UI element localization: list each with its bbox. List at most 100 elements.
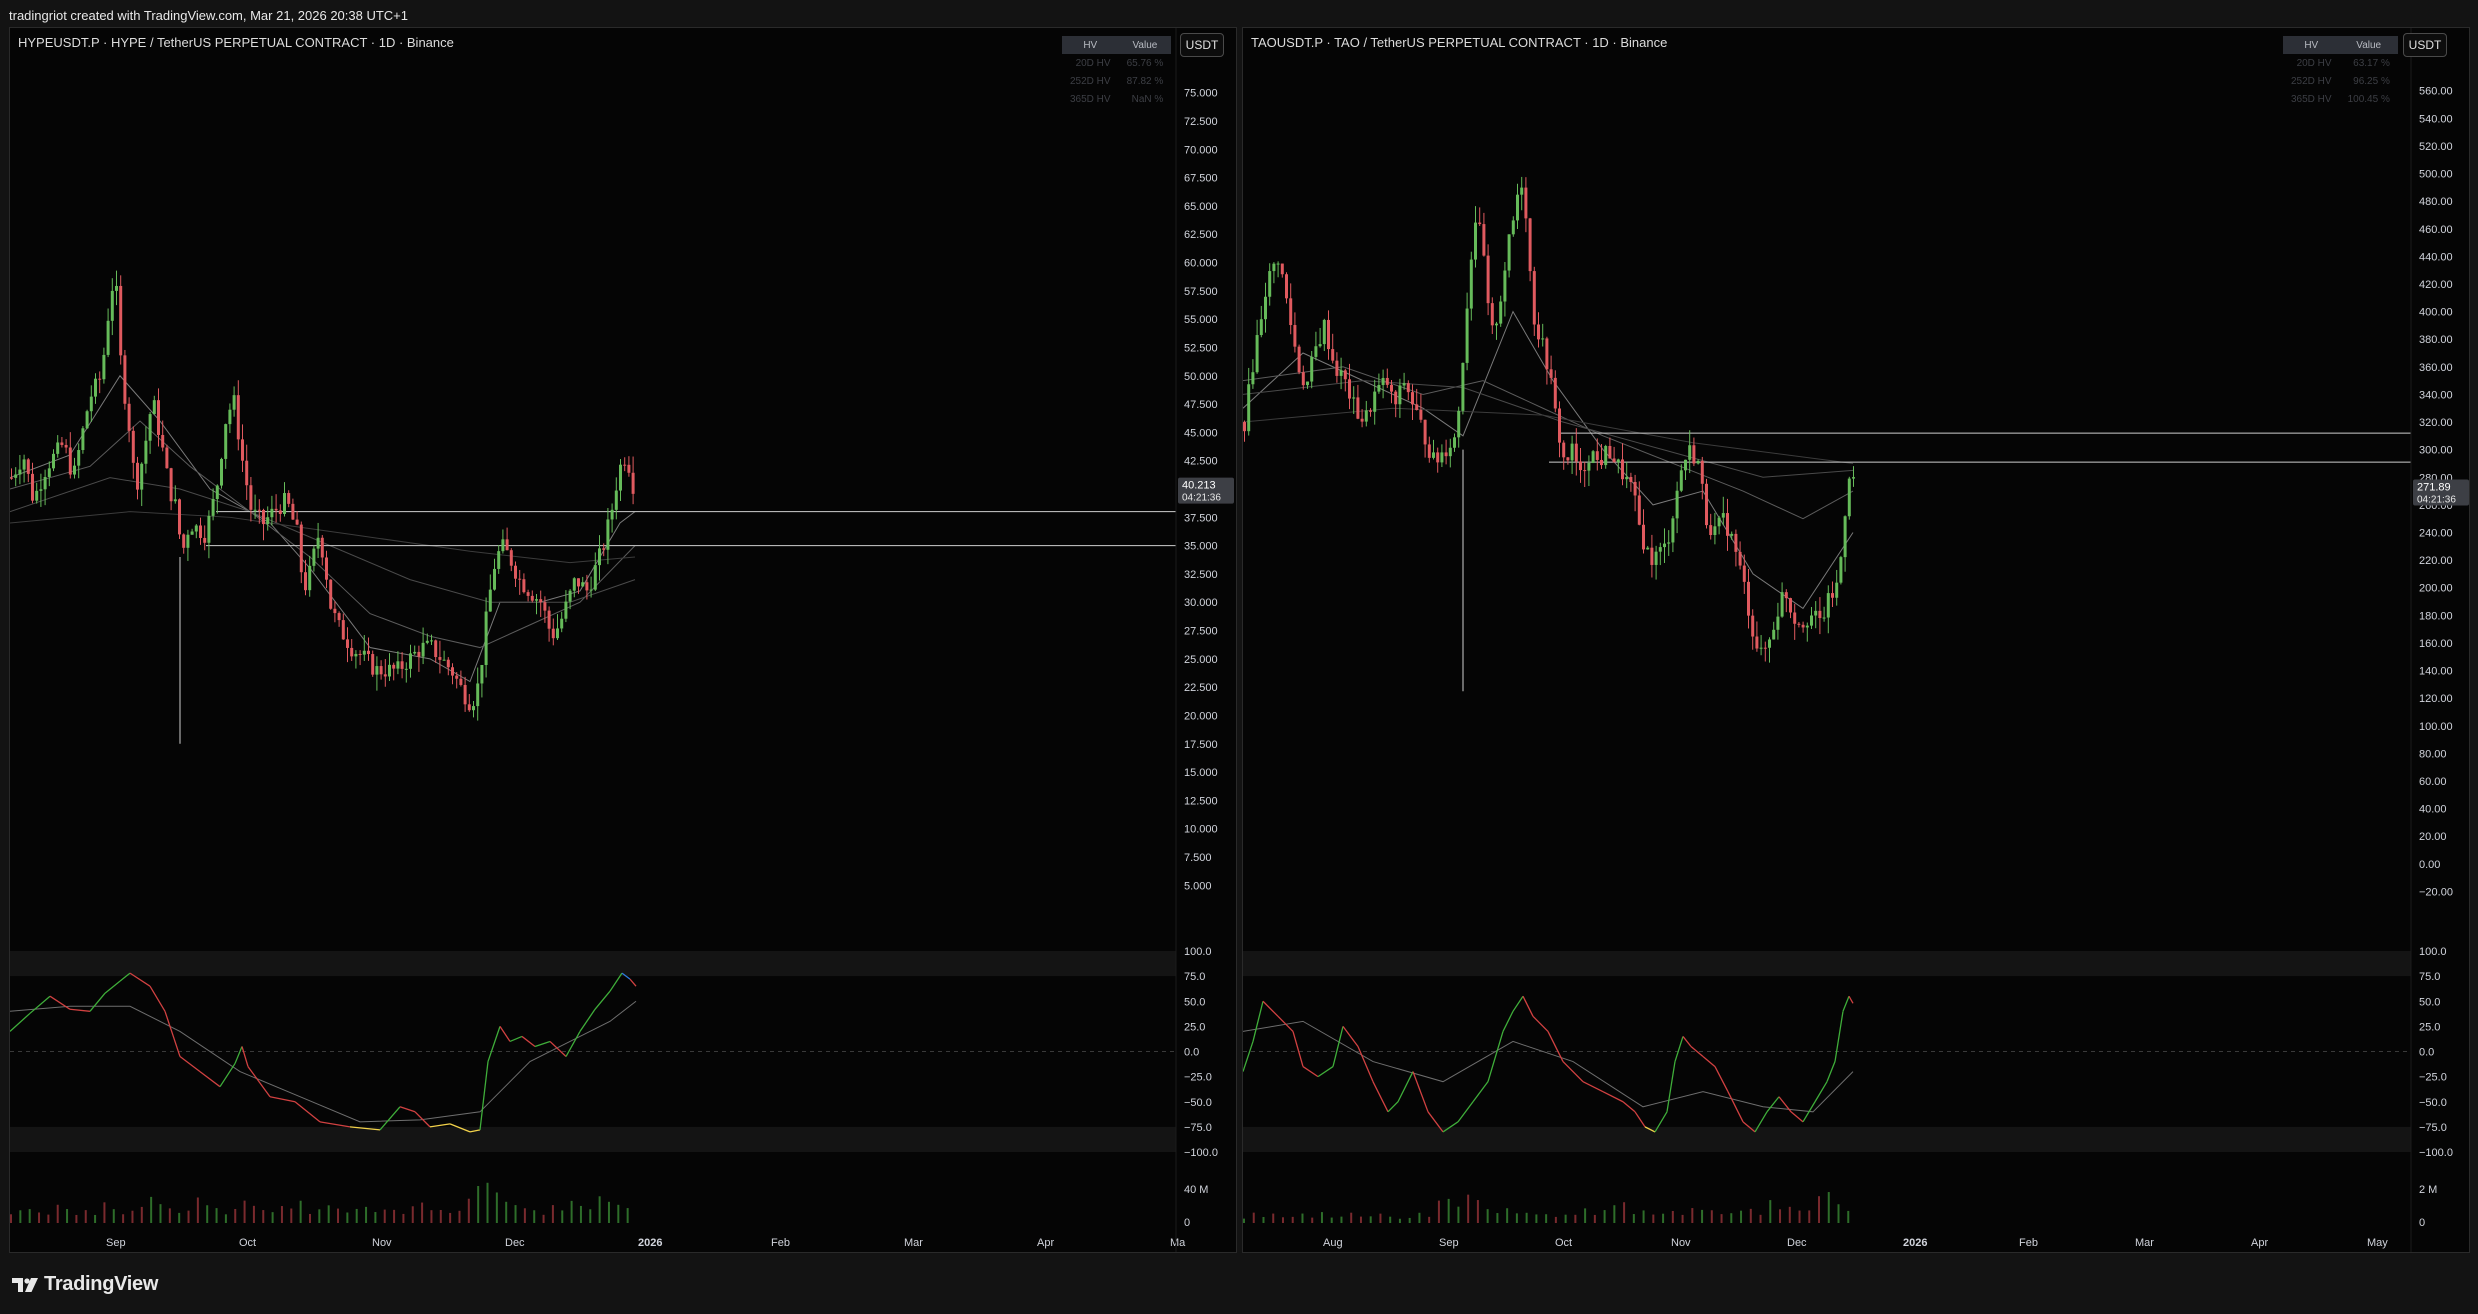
candle-body: [610, 509, 614, 520]
candle-body: [140, 463, 144, 490]
volume-bar: [187, 1210, 190, 1223]
candle-body: [157, 400, 160, 435]
candle-body: [1763, 647, 1767, 649]
candle-body: [1843, 516, 1847, 558]
candle-body: [564, 601, 568, 619]
osc-line-segment: [1834, 1011, 1844, 1062]
osc-line-segment: [1457, 1101, 1474, 1123]
osc-line-segment: [234, 1046, 243, 1064]
candle-body: [585, 582, 589, 591]
candle-body: [1721, 513, 1725, 518]
price-axis-label: 72.500: [1184, 116, 1218, 128]
price-axis-label: 30.000: [1184, 597, 1218, 609]
candle-body: [22, 459, 26, 470]
volume-bar: [589, 1209, 592, 1223]
oversold-band: [1243, 1126, 2411, 1152]
candle-body: [1730, 533, 1734, 536]
osc-line-segment: [521, 1035, 536, 1047]
price-axis-label: 100.00: [2419, 721, 2453, 733]
candle-body: [568, 590, 572, 602]
osc-line-segment: [1252, 1001, 1264, 1042]
osc-signal-line: [1243, 1020, 1854, 1113]
candle-body: [1402, 383, 1406, 386]
value-header: Value: [2339, 36, 2398, 54]
volume-bar: [551, 1205, 554, 1223]
volume-bar: [1584, 1208, 1587, 1223]
price-axis-label: 300.00: [2419, 445, 2453, 457]
time-axis-label: Aug: [1323, 1237, 1343, 1249]
osc-line-segment: [1317, 1066, 1334, 1078]
volume-bar: [365, 1206, 368, 1223]
volume-bar: [299, 1200, 302, 1223]
volume-bar: [542, 1214, 545, 1223]
candle-body: [375, 666, 379, 675]
osc-line-segment: [1814, 1081, 1828, 1103]
candle-body: [1264, 296, 1267, 320]
osc-line-segment: [1562, 1061, 1584, 1083]
volume-bar: [38, 1212, 41, 1223]
volume-bar: [84, 1210, 87, 1223]
osc-line-segment: [469, 1129, 481, 1133]
chart-pane-tao[interactable]: 560.00 540.00 520.00 500.00 480.00 460.00 440.…: [1242, 27, 2470, 1253]
candle-body: [455, 675, 459, 679]
volume-bar: [1740, 1210, 1743, 1223]
volume-bar: [393, 1209, 396, 1223]
candle-body: [266, 517, 270, 525]
volume-bar: [439, 1209, 442, 1223]
candle-body: [304, 572, 307, 591]
price-axis-label: 0.00: [2419, 859, 2440, 871]
osc-axis-label: −25.0: [1184, 1072, 1212, 1084]
candle-body: [1478, 222, 1482, 225]
moving-average-line: [10, 420, 636, 649]
candle-body: [211, 499, 215, 516]
brand-name: TradingView: [44, 1273, 159, 1295]
candle-body: [1440, 452, 1444, 463]
osc-line-segment: [294, 1101, 321, 1123]
overbought-band: [10, 951, 1176, 977]
osc-line-segment: [1512, 995, 1524, 1012]
candle-body: [589, 589, 593, 591]
price-axis-label: 40.00: [2419, 804, 2447, 816]
candle-body: [350, 647, 354, 657]
chart-pane-hype[interactable]: 75.000 72.500 70.000 67.500 65.000 62.500 60.0…: [9, 27, 1237, 1253]
candle-body: [1583, 470, 1587, 472]
symbol-title[interactable]: HYPEUSDT.P · HYPE / TetherUS PERPETUAL C…: [18, 35, 454, 50]
chart-canvas[interactable]: 560.00 540.00 520.00 500.00 480.00 460.00 440.…: [1243, 28, 2470, 1253]
osc-line-segment: [349, 1126, 381, 1131]
hv-row-value: 87.82 %: [1126, 75, 1164, 87]
symbol-title[interactable]: TAOUSDT.P · TAO / TetherUS PERPETUAL CON…: [1251, 35, 1668, 50]
currency-button[interactable]: USDT: [2403, 33, 2447, 57]
candle-body: [102, 354, 106, 380]
candle-body: [194, 525, 198, 532]
osc-axis-label: −75.0: [1184, 1122, 1212, 1134]
time-axis-label: Mar: [904, 1237, 923, 1249]
candle-body: [1667, 542, 1671, 544]
volume-bar: [1847, 1210, 1850, 1223]
price-axis-label: 20.00: [2419, 831, 2447, 843]
volume-bar: [1506, 1208, 1509, 1223]
osc-line-segment: [10, 1012, 31, 1032]
candle-body: [1801, 624, 1805, 628]
candle-body: [501, 539, 505, 552]
currency-button[interactable]: USDT: [1180, 33, 1224, 57]
osc-line-segment: [1522, 995, 1534, 1017]
chart-canvas[interactable]: 75.000 72.500 70.000 67.500 65.000 62.500 60.0…: [10, 28, 1237, 1253]
tradingview-logo[interactable]: TradingView: [12, 1273, 158, 1296]
volume-bar: [1759, 1214, 1762, 1223]
candle-body: [199, 525, 202, 538]
candle-body: [257, 509, 261, 511]
volume-bar: [1252, 1212, 1255, 1223]
candle-body: [1772, 629, 1776, 640]
price-axis-label: 420.00: [2419, 279, 2453, 291]
osc-line-segment: [129, 972, 151, 987]
candle-body: [606, 519, 610, 550]
candle-body: [1247, 384, 1251, 432]
volume-bar: [28, 1209, 31, 1223]
candle-body: [1255, 335, 1259, 373]
candle-body: [1276, 263, 1280, 265]
price-axis-label: 35.000: [1184, 541, 1218, 553]
volume-bar: [411, 1206, 414, 1223]
candle-body: [228, 409, 232, 425]
candle-body: [1612, 458, 1616, 463]
candle-body: [312, 548, 316, 566]
